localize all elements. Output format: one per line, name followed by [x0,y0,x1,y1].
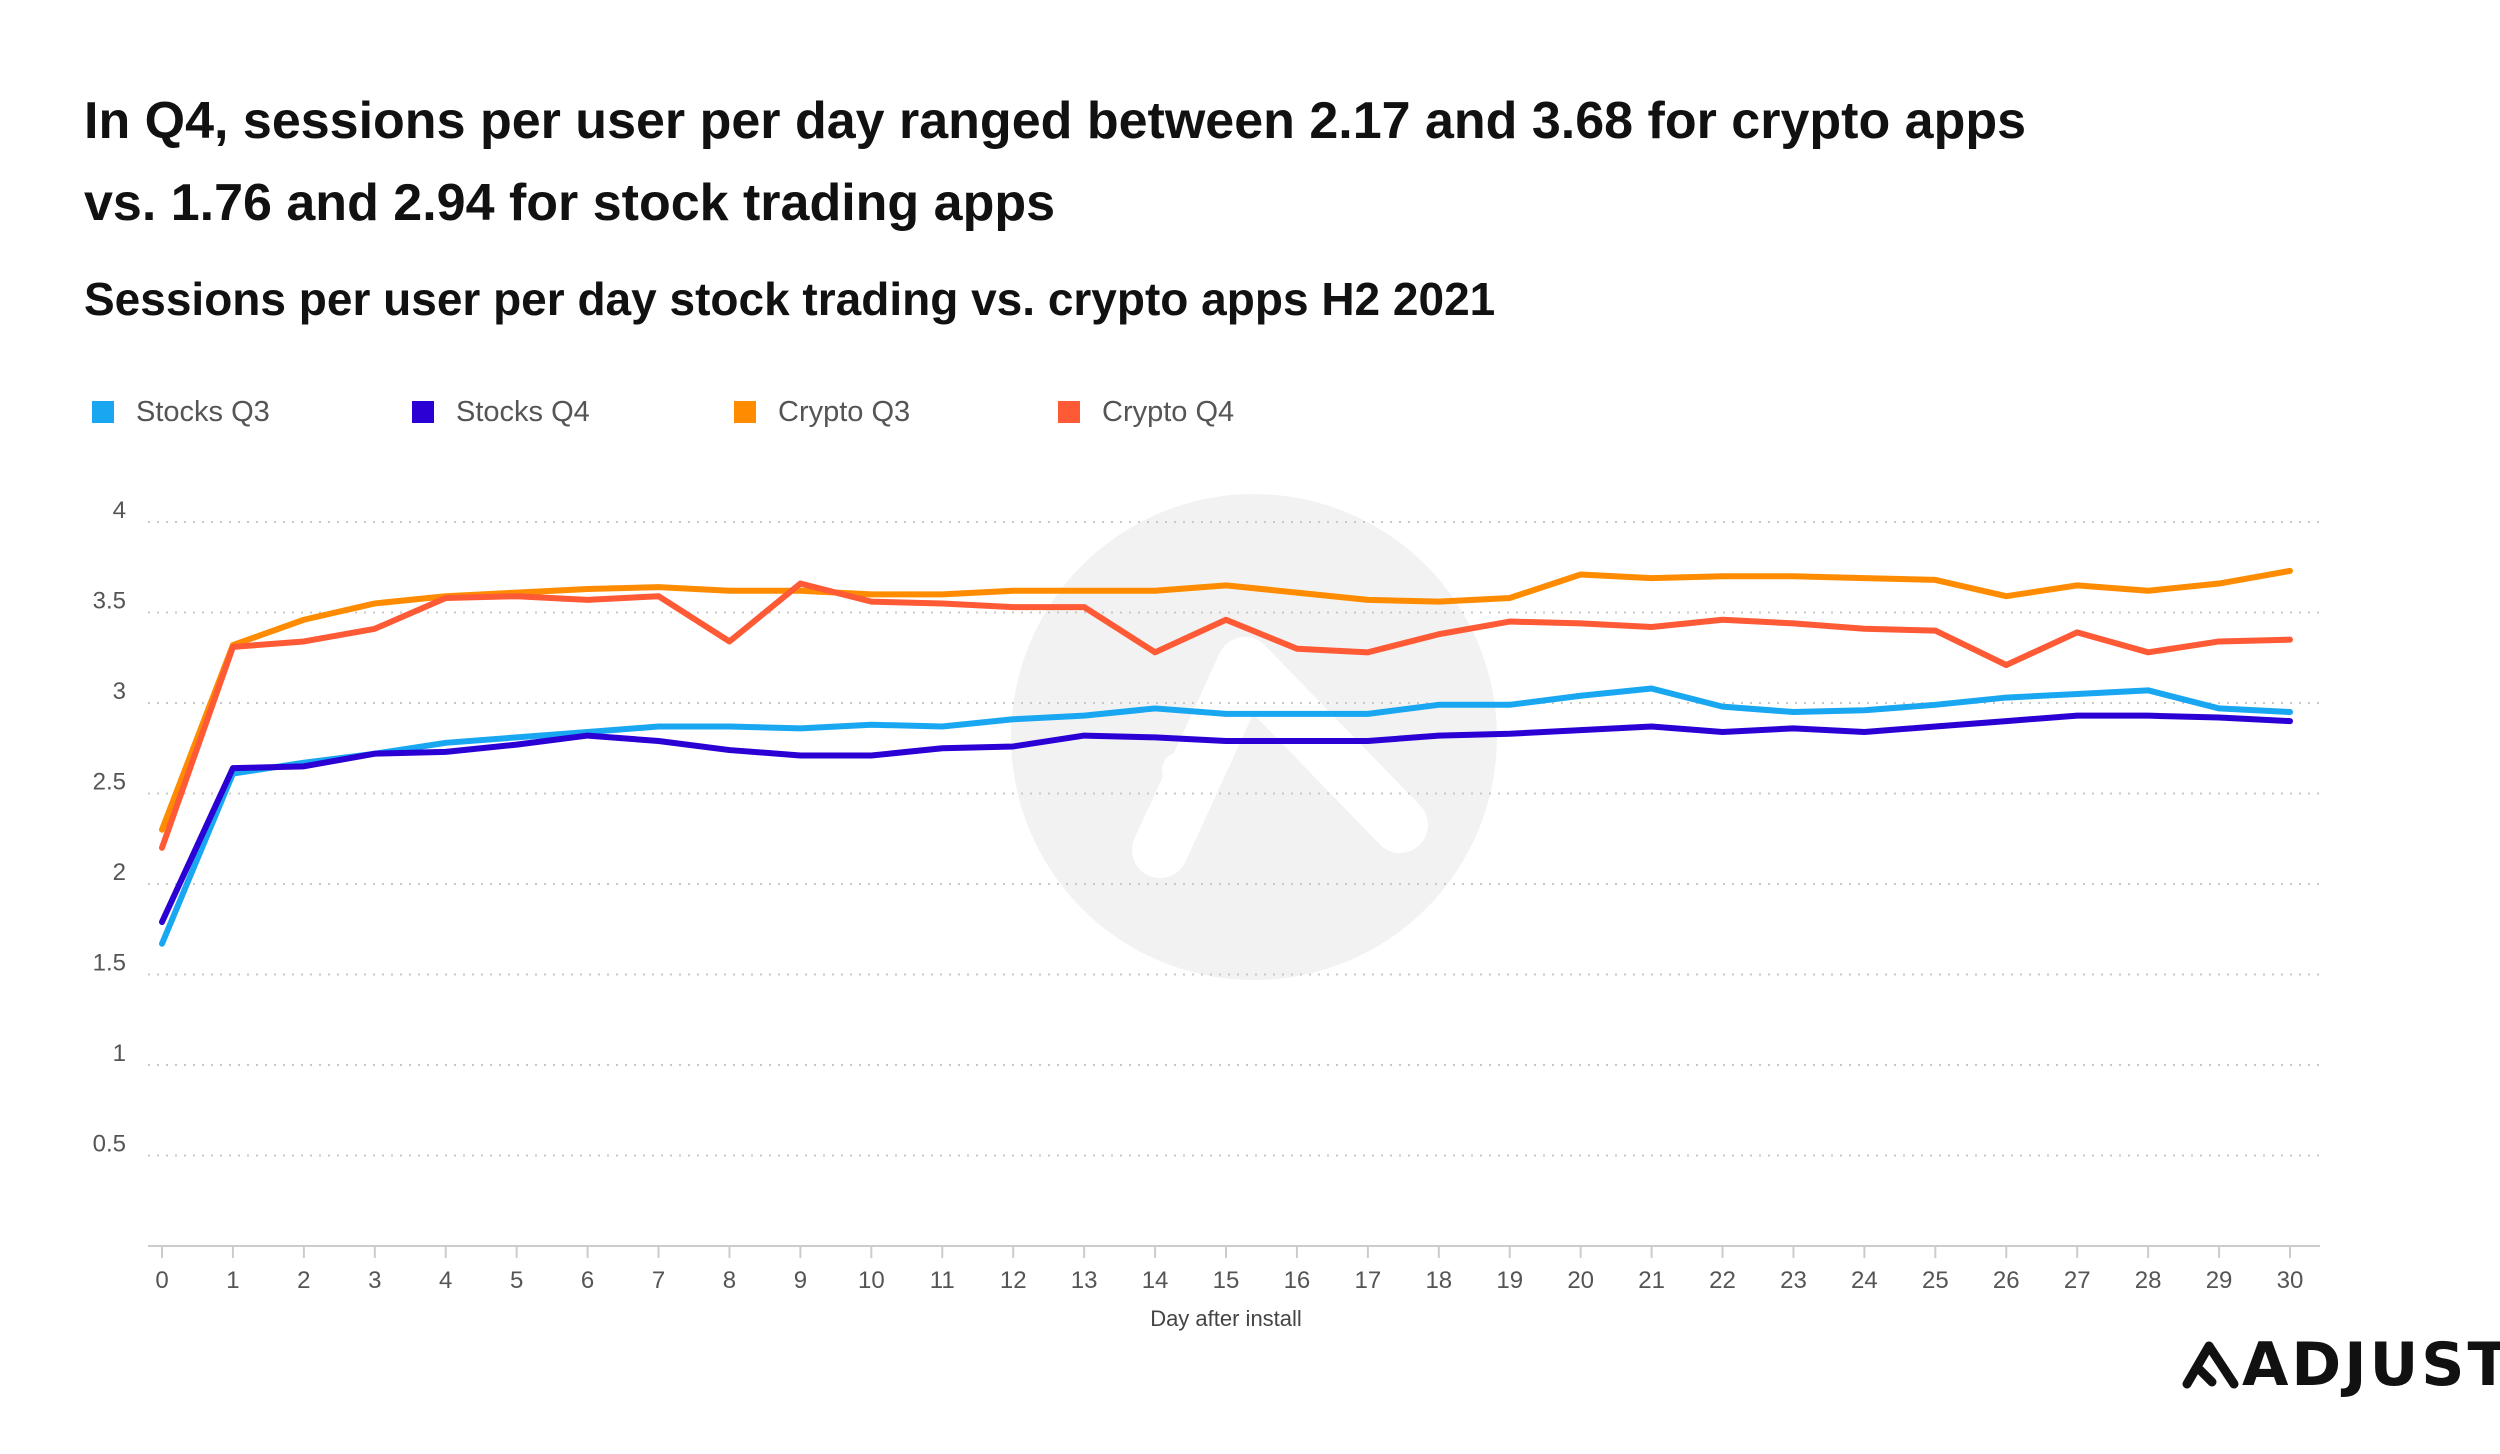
x-tick-label: 2 [297,1267,310,1294]
x-tick-label: 9 [794,1267,807,1294]
y-tick-label: 4 [113,497,126,524]
y-tick-label: 2 [113,859,126,886]
legend-swatch [1058,401,1080,423]
series-line-stocks-q3 [159,685,2293,947]
y-tick-label: 1.5 [93,950,126,977]
legend-item-stocks-q4: Stocks Q4 [412,392,590,432]
x-tick-label: 24 [1851,1267,1878,1294]
legend-label: Crypto Q4 [1102,395,1235,428]
headline-line-2: vs. 1.76 and 2.94 for stock trading apps [84,174,1056,232]
x-tick-label: 12 [1000,1267,1027,1294]
x-tick-label: 5 [510,1267,523,1294]
x-tick-label: 28 [2135,1267,2162,1294]
x-tick-label: 27 [2064,1267,2091,1294]
x-tick-label: 13 [1071,1267,1098,1294]
x-tick-label: 19 [1496,1267,1523,1294]
x-tick-label: 6 [581,1267,594,1294]
adjust-logo-icon [2182,1341,2239,1389]
brand-name: ADJUST [2242,1330,2500,1400]
x-tick-label: 17 [1355,1267,1382,1294]
legend-label: Stocks Q4 [456,395,590,428]
x-tick-label: 7 [652,1267,665,1294]
watermark-logo [1011,494,1497,980]
y-tick-label: 3.5 [93,588,126,615]
x-tick-label: 26 [1993,1267,2020,1294]
x-tick-label: 15 [1213,1267,1240,1294]
legend-swatch [92,401,114,423]
x-tick-label: 4 [439,1267,452,1294]
y-tick-label: 1 [113,1040,126,1067]
series-line-stocks-q4 [159,712,2293,926]
x-tick-label: 22 [1709,1267,1736,1294]
x-tick-label: 20 [1567,1267,1594,1294]
legend-item-crypto-q3: Crypto Q3 [734,392,910,432]
x-tick-label: 14 [1142,1267,1169,1294]
x-tick-label: 23 [1780,1267,1807,1294]
x-tick-label: 18 [1425,1267,1452,1294]
legend-item-stocks-q3: Stocks Q3 [92,392,270,432]
grid [148,521,2320,1157]
headline-line-1: In Q4, sessions per user per day ranged … [84,92,2027,150]
adjust-logo: ADJUST [2182,1330,2500,1400]
y-tick-label: 3 [113,678,126,705]
x-tick-label: 1 [226,1267,239,1294]
x-tick-label: 8 [723,1267,736,1294]
series-lines [159,567,2293,947]
legend-label: Crypto Q3 [778,395,911,428]
x-tick-label: 3 [368,1267,381,1294]
x-tick-label: 29 [2206,1267,2233,1294]
legend-item-crypto-q4: Crypto Q4 [1058,392,1234,432]
y-tick-label: 0.5 [93,1131,126,1158]
x-tick-label: 10 [858,1267,885,1294]
series-line-crypto-q3 [159,567,2293,833]
x-tick-label: 21 [1638,1267,1665,1294]
x-tick-label: 25 [1922,1267,1949,1294]
legend-swatch [734,401,756,423]
x-tick-label: 0 [155,1267,168,1294]
legend-swatch [412,401,434,423]
axes: 0.511.522.533.540 1 2 3 4 5 6 7 8 9 10 11 12 13 14 15 16… [93,497,2320,1294]
legend-label: Stocks Q3 [136,395,270,428]
y-tick-label: 2.5 [93,769,126,796]
headline: In Q4, sessions per user per day ranged … [84,80,2384,244]
chart-title: Sessions per user per day stock trading … [84,273,1496,325]
x-tick-label: 30 [2277,1267,2304,1294]
series-line-crypto-q4 [159,580,2293,851]
x-tick-label: 11 [930,1267,955,1294]
x-axis-title: Day after install [1150,1306,1302,1331]
x-tick-label: 16 [1284,1267,1311,1294]
